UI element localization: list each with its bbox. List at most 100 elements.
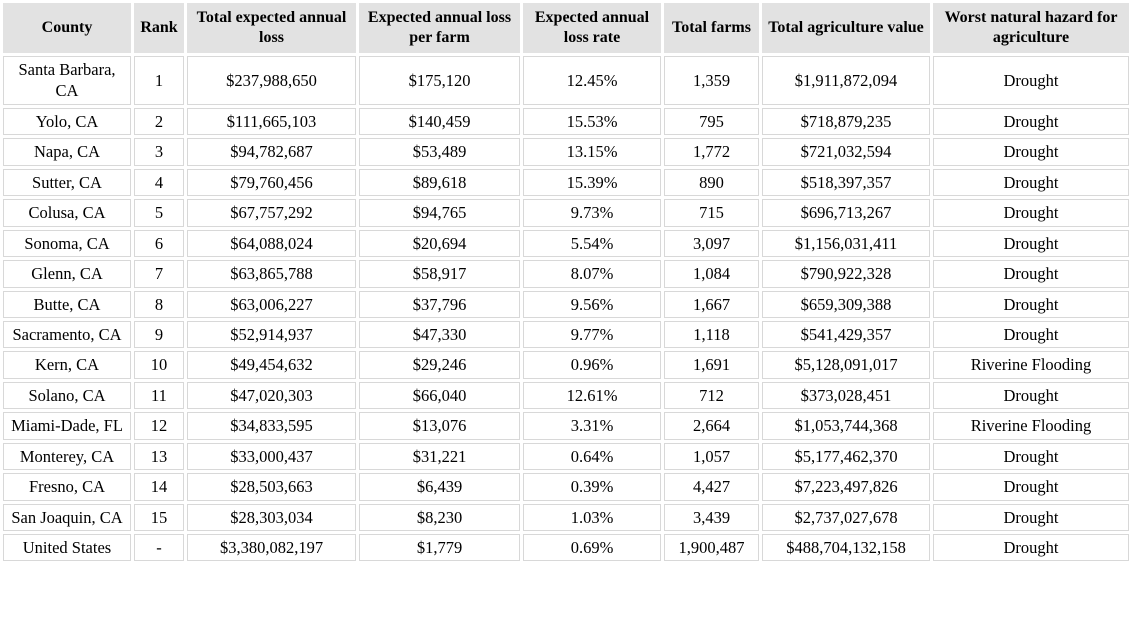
table-cell: 1,359 (664, 56, 759, 105)
table-cell: 0.39% (523, 473, 661, 501)
table-cell: Drought (933, 56, 1129, 105)
table-cell: 4 (134, 168, 184, 197)
table-cell: 1,691 (664, 351, 759, 379)
table-cell: 890 (664, 168, 759, 197)
table-cell: Colusa, CA (3, 199, 131, 227)
table-cell: Napa, CA (3, 138, 131, 166)
table-cell: Yolo, CA (3, 107, 131, 136)
table-cell: $1,053,744,368 (762, 412, 930, 440)
table-cell: $94,765 (359, 199, 520, 227)
table-cell: 0.69% (523, 534, 661, 562)
table-row: Napa, CA 3 $94,782,687 $53,489 13.15% 1,772 $7… (3, 138, 1129, 166)
table-row: Miami-Dade, FL 12 $34,833,595 $13,076 3.31% 2… (3, 412, 1129, 440)
table-cell: $67,757,292 (187, 199, 356, 227)
table-cell: Drought (933, 503, 1129, 531)
table-cell: Riverine Flooding (933, 351, 1129, 379)
table-cell: $52,914,937 (187, 320, 356, 349)
table-cell: 0.96% (523, 351, 661, 379)
table-cell: Glenn, CA (3, 260, 131, 288)
table-cell: $696,713,267 (762, 199, 930, 227)
table-cell: $140,459 (359, 107, 520, 136)
table-cell: $1,156,031,411 (762, 229, 930, 258)
table-cell: 7 (134, 260, 184, 288)
table-row: Colusa, CA 5 $67,757,292 $94,765 9.73% 715 $69… (3, 199, 1129, 227)
table-cell: $58,917 (359, 260, 520, 288)
table-cell: 15.39% (523, 168, 661, 197)
table-cell: 2 (134, 107, 184, 136)
table-cell: $28,303,034 (187, 503, 356, 531)
column-header-3: Expected annual loss per farm (359, 3, 520, 53)
table-cell: Drought (933, 442, 1129, 471)
table-cell: $721,032,594 (762, 138, 930, 166)
table-cell: Drought (933, 260, 1129, 288)
table-cell: $89,618 (359, 168, 520, 197)
table-row: Kern, CA 10 $49,454,632 $29,246 0.96% 1,691 $5… (3, 351, 1129, 379)
table-cell: $718,879,235 (762, 107, 930, 136)
table-cell: $1,779 (359, 534, 520, 562)
table-cell: $53,489 (359, 138, 520, 166)
table-cell: $373,028,451 (762, 381, 930, 410)
table-cell: Fresno, CA (3, 473, 131, 501)
table-cell: - (134, 534, 184, 562)
table-cell: 12 (134, 412, 184, 440)
table-cell: Drought (933, 107, 1129, 136)
table-cell: 1,057 (664, 442, 759, 471)
table-row: Yolo, CA 2 $111,665,103 $140,459 15.53% 795 $7… (3, 107, 1129, 136)
table-row: Monterey, CA 13 $33,000,437 $31,221 0.64% 1,0… (3, 442, 1129, 471)
table-cell: $790,922,328 (762, 260, 930, 288)
table-cell: 15 (134, 503, 184, 531)
table-cell: $5,128,091,017 (762, 351, 930, 379)
table-cell: $237,988,650 (187, 56, 356, 105)
table-cell: 13.15% (523, 138, 661, 166)
table-cell: 712 (664, 381, 759, 410)
table-cell: $175,120 (359, 56, 520, 105)
table-cell: 8.07% (523, 260, 661, 288)
table-cell: Santa Barbara, CA (3, 56, 131, 105)
table-cell: $7,223,497,826 (762, 473, 930, 501)
column-header-6: Total agriculture value (762, 3, 930, 53)
table-cell: Kern, CA (3, 351, 131, 379)
column-header-2: Total expected annual loss (187, 3, 356, 53)
table-cell: 795 (664, 107, 759, 136)
table-cell: $8,230 (359, 503, 520, 531)
table-cell: $6,439 (359, 473, 520, 501)
table-cell: $659,309,388 (762, 290, 930, 318)
table-row: San Joaquin, CA 15 $28,303,034 $8,230 1.03% 3… (3, 503, 1129, 531)
table-cell: Drought (933, 229, 1129, 258)
table-cell: 6 (134, 229, 184, 258)
table-cell: 15.53% (523, 107, 661, 136)
table-cell: 13 (134, 442, 184, 471)
table-cell: $34,833,595 (187, 412, 356, 440)
table-cell: $28,503,663 (187, 473, 356, 501)
table-cell: $37,796 (359, 290, 520, 318)
column-header-1: Rank (134, 3, 184, 53)
table-header: County Rank Total expected annual loss Expe… (3, 3, 1129, 53)
table-cell: $3,380,082,197 (187, 534, 356, 562)
table-cell: 9.77% (523, 320, 661, 349)
table-cell: 8 (134, 290, 184, 318)
table-cell: Drought (933, 381, 1129, 410)
table-cell: Sutter, CA (3, 168, 131, 197)
table-cell: $541,429,357 (762, 320, 930, 349)
table-cell: 3,439 (664, 503, 759, 531)
table-cell: Drought (933, 290, 1129, 318)
table-cell: 1,118 (664, 320, 759, 349)
table-cell: $488,704,132,158 (762, 534, 930, 562)
table-cell: 9.73% (523, 199, 661, 227)
table-cell: $31,221 (359, 442, 520, 471)
table-cell: Riverine Flooding (933, 412, 1129, 440)
table-cell: Drought (933, 168, 1129, 197)
table-cell: $33,000,437 (187, 442, 356, 471)
table-cell: 1 (134, 56, 184, 105)
table-row: Solano, CA 11 $47,020,303 $66,040 12.61% 712 $… (3, 381, 1129, 410)
table-cell: 9.56% (523, 290, 661, 318)
table-cell: 1.03% (523, 503, 661, 531)
table-cell: Drought (933, 138, 1129, 166)
table-cell: Monterey, CA (3, 442, 131, 471)
table-cell: $49,454,632 (187, 351, 356, 379)
table-row: Fresno, CA 14 $28,503,663 $6,439 0.39% 4,427 $… (3, 473, 1129, 501)
table-cell: $47,020,303 (187, 381, 356, 410)
table-cell: 5.54% (523, 229, 661, 258)
header-row: County Rank Total expected annual loss Expe… (3, 3, 1129, 53)
table-cell: 10 (134, 351, 184, 379)
